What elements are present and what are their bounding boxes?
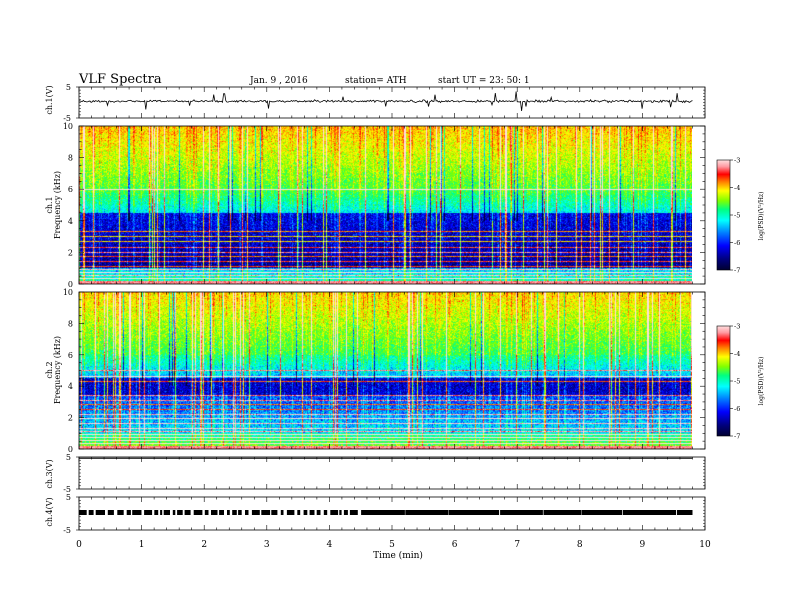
sp2-y-tick-label: 8 xyxy=(68,319,73,328)
x-tick-label: 2 xyxy=(201,540,207,550)
panels-group xyxy=(76,86,733,531)
ch2-frequency-axis-label: Frequency (kHz) xyxy=(53,336,62,404)
sp1-colorbar xyxy=(716,159,731,271)
x-tick-label: 0 xyxy=(76,540,82,550)
x-tick-label: 7 xyxy=(514,540,520,550)
ch1-waveform-line xyxy=(78,91,693,111)
start-time-label: start UT = 23: 50: 1 xyxy=(438,76,530,86)
sp1-y-tick-label: 0 xyxy=(68,280,73,289)
x-tick-label: 6 xyxy=(452,540,458,550)
sp2-y-tick-label: 0 xyxy=(68,445,73,454)
sp2-y-tick-label: 10 xyxy=(63,288,73,297)
sp1-colorbar-tick-label: -6 xyxy=(734,239,740,247)
ch4-y-tick-label: 5 xyxy=(66,493,71,502)
x-tick-label: 5 xyxy=(389,540,395,550)
x-tick-label: 4 xyxy=(327,540,333,550)
ch3-y-tick-label: 5 xyxy=(66,453,71,462)
sp1-colorbar-tick-label: -5 xyxy=(734,212,740,220)
sp1-y-tick-label: 10 xyxy=(63,122,73,131)
x-tick-label: 8 xyxy=(577,540,583,550)
colorbar2-label: log(PSD)(V²/Hz) xyxy=(758,357,765,406)
sp2-y-tick-label: 6 xyxy=(68,351,73,360)
sp1-colorbar-tick-label: -7 xyxy=(734,267,740,275)
sp2-colorbar-tick-label: -6 xyxy=(734,405,740,413)
ch3-voltage-axis-label: ch.3(V) xyxy=(45,459,54,488)
x-axis-label: Time (min) xyxy=(373,550,423,561)
axis-labels-group: 5-50246810-3-4-5-6-70246810-3-4-5-6-75-5… xyxy=(63,83,741,550)
ch1-frequency-axis-label: Frequency (kHz) xyxy=(53,171,62,239)
x-tick-label: 9 xyxy=(640,540,646,550)
figure-title: VLF Spectra xyxy=(78,72,162,87)
ch2-spectrogram-image xyxy=(79,292,692,449)
sp2-colorbar-tick-label: -7 xyxy=(734,433,740,441)
sp1-y-tick-label: 8 xyxy=(68,154,73,163)
sp1-y-tick-label: 2 xyxy=(68,248,73,257)
ch1-y-tick-label: -5 xyxy=(63,114,71,123)
sp2-colorbar-tick-label: -3 xyxy=(734,323,740,331)
sp1-y-tick-label: 6 xyxy=(68,185,73,194)
sp2-colorbar-tick-label: -4 xyxy=(734,350,740,358)
sp2-y-tick-label: 2 xyxy=(68,414,73,423)
sp2-y-tick-label: 4 xyxy=(68,382,73,391)
ch1-y-tick-label: 5 xyxy=(66,83,71,92)
ch3-y-tick-label: -5 xyxy=(63,485,71,494)
sp2-colorbar xyxy=(716,325,731,437)
ch4-y-tick-label: -5 xyxy=(63,526,71,535)
ch2-spectrogram-channel-label: ch.2 xyxy=(45,361,54,378)
x-tick-label: 10 xyxy=(699,540,711,550)
x-tick-label: 1 xyxy=(139,540,145,550)
date-label: Jan. 9 , 2016 xyxy=(249,76,308,86)
ch1-voltage-axis-label: ch.1(V) xyxy=(45,85,54,114)
station-label: station= ATH xyxy=(345,76,407,86)
colorbar1-label: log(PSD)(V²/Hz) xyxy=(758,192,765,241)
sp2-colorbar-tick-label: -5 xyxy=(734,378,740,386)
ch4-voltage-axis-label: ch.4(V) xyxy=(45,497,54,526)
ch1-spectrogram-channel-label: ch.1 xyxy=(45,196,54,213)
sp1-colorbar-tick-label: -4 xyxy=(734,184,740,192)
sp1-colorbar-tick-label: -3 xyxy=(734,157,740,165)
ch1-spectrogram-image xyxy=(79,126,692,284)
x-tick-label: 3 xyxy=(264,540,270,550)
sp1-y-tick-label: 4 xyxy=(68,217,73,226)
